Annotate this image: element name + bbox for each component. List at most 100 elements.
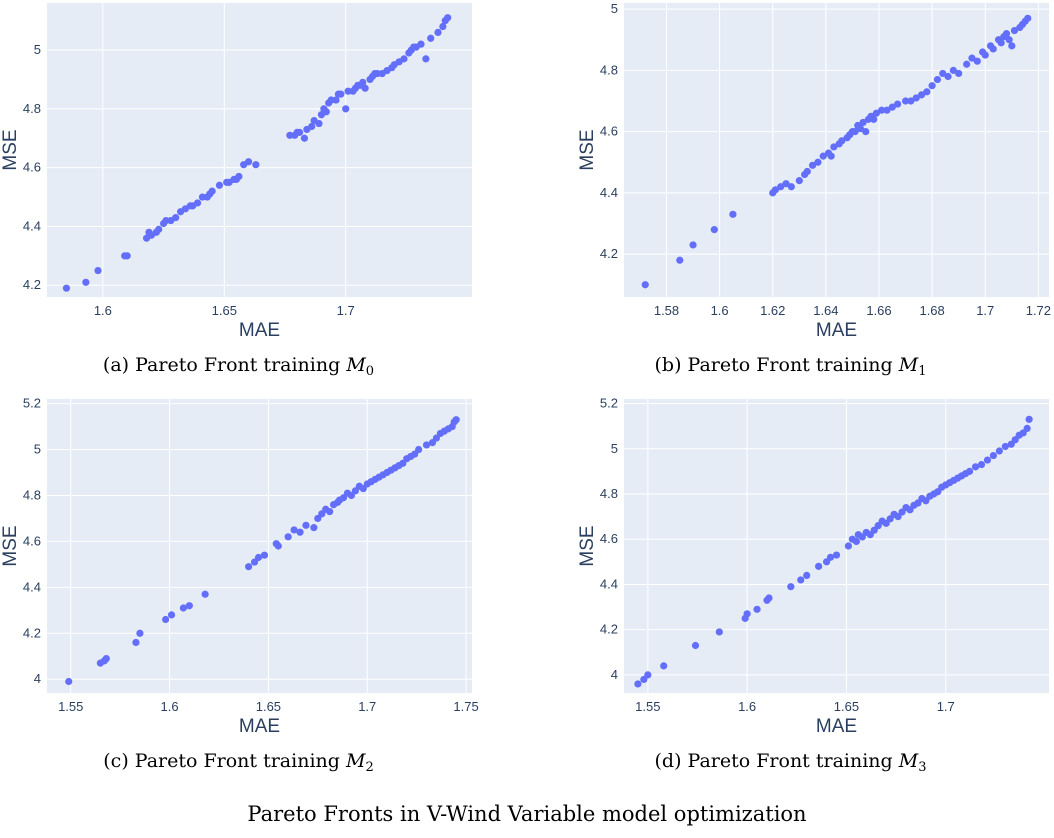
x-tick-label: 1.75 <box>453 699 478 714</box>
data-point <box>753 605 761 613</box>
x-tick-label: 1.6 <box>161 699 179 714</box>
data-point <box>689 241 697 249</box>
data-point <box>729 210 737 218</box>
y-tick-label: 4.6 <box>23 533 41 548</box>
data-point <box>1005 36 1013 44</box>
data-point <box>308 122 316 131</box>
y-tick-label: 4.2 <box>23 277 41 292</box>
data-point <box>676 256 684 264</box>
panel-b: 1.58 1.6 1.62 1.64 1.66 1.68 1.7 1.72 4.2 4.4 4.6 4… <box>527 0 1054 390</box>
data-point <box>422 55 430 63</box>
data-point <box>185 602 193 610</box>
y-tick-label: 4.4 <box>23 218 41 233</box>
data-point <box>710 226 718 234</box>
caption-d: (d) Pareto Front training M3 <box>527 750 1054 775</box>
data-point <box>917 91 926 99</box>
caption-d-prefix: (d) Pareto Front training <box>654 750 899 772</box>
data-point <box>815 562 823 570</box>
y-tick-label: 5.2 <box>23 396 41 411</box>
scatter-chart-c: 1.55 1.6 1.65 1.7 1.75 4 4.2 4.4 4.6 4.8 5 5.2 MAE MS… <box>0 396 479 737</box>
y-tick-label: 5 <box>34 42 41 57</box>
data-point <box>284 533 292 541</box>
data-point <box>777 183 785 191</box>
data-point <box>851 128 859 136</box>
data-point <box>215 181 224 189</box>
y-tick-label: 4 <box>34 671 41 686</box>
data-point <box>136 629 144 637</box>
data-point <box>907 97 915 105</box>
data-point <box>1010 26 1019 35</box>
data-point <box>155 225 163 233</box>
data-point <box>949 66 957 74</box>
data-point <box>983 456 992 464</box>
data-point <box>1002 30 1011 38</box>
caption-a: (a) Pareto Front training M0 <box>0 354 477 379</box>
caption-a-subscript: 0 <box>365 364 375 379</box>
data-point <box>893 100 902 108</box>
data-point <box>856 124 865 133</box>
data-point <box>691 641 700 650</box>
data-point <box>859 118 867 127</box>
caption-a-prefix: (a) Pareto Front training <box>102 354 347 376</box>
data-point <box>634 680 642 688</box>
data-point <box>888 103 896 111</box>
caption-a-model: M <box>346 354 366 376</box>
x-axis-title: MAE <box>816 716 857 737</box>
data-point <box>254 553 263 562</box>
data-point <box>973 57 981 65</box>
scatter-chart-a: 1.6 1.65 1.7 4.2 4.4 4.6 4.8 5 MAE MSE <box>0 3 472 341</box>
panel-c: 1.55 1.6 1.65 1.7 1.75 4 4.2 4.4 4.6 4.8 5 5.2 MAE MS… <box>0 396 527 786</box>
data-point <box>765 594 773 602</box>
data-point <box>1024 14 1032 22</box>
data-point <box>644 671 652 679</box>
x-tick-label: 1.7 <box>976 303 994 318</box>
data-point <box>803 571 811 579</box>
data-point <box>827 152 835 160</box>
data-point <box>65 677 73 686</box>
data-point <box>944 72 952 81</box>
data-point <box>361 84 369 92</box>
y-tick-label: 4.8 <box>600 486 618 501</box>
data-point <box>444 14 452 22</box>
caption-b: (b) Pareto Front training M1 <box>527 354 1054 379</box>
data-point <box>193 199 202 207</box>
y-tick-label: 5 <box>611 1 618 16</box>
y-axis-title: MSE <box>0 525 21 566</box>
data-point <box>310 524 318 532</box>
data-point <box>332 96 340 104</box>
y-tick-label: 5 <box>34 442 41 457</box>
x-tick-label: 1.55 <box>58 699 83 714</box>
data-point <box>787 583 795 591</box>
y-tick-label: 4.6 <box>23 160 41 175</box>
x-tick-label: 1.72 <box>1026 303 1051 318</box>
caption-c-subscript: 2 <box>365 760 374 775</box>
y-tick-label: 4.2 <box>23 625 41 640</box>
data-point <box>989 451 997 460</box>
data-point <box>997 39 1005 47</box>
data-point <box>252 161 260 169</box>
y-tick-label: 4.4 <box>600 576 618 591</box>
data-point <box>872 109 880 117</box>
y-axis-title: MSE <box>577 525 598 566</box>
x-axis-title: MAE <box>239 716 280 737</box>
x-tick-label: 1.58 <box>654 303 679 318</box>
y-axis-title: MSE <box>577 129 598 170</box>
x-tick-label: 1.7 <box>337 303 355 318</box>
y-tick-label: 4.2 <box>600 246 618 261</box>
caption-d-subscript: 3 <box>918 760 927 775</box>
data-point <box>322 108 330 116</box>
data-point <box>787 183 795 191</box>
data-point <box>715 628 723 636</box>
y-tick-label: 5 <box>611 441 618 456</box>
data-point <box>1001 442 1009 451</box>
data-point <box>162 615 170 624</box>
data-point <box>102 654 110 663</box>
data-point <box>963 60 971 68</box>
panel-a: 1.6 1.65 1.7 4.2 4.4 4.6 4.8 5 MAE MSE (a) Pareto… <box>0 0 527 390</box>
x-tick-label: 1.62 <box>760 303 785 318</box>
y-tick-label: 4.8 <box>23 487 41 502</box>
x-tick-label: 1.64 <box>813 303 838 318</box>
data-point <box>878 106 886 114</box>
y-tick-label: 5.2 <box>600 396 618 411</box>
scatter-chart-d: 1.55 1.6 1.65 1.7 4 4.2 4.4 4.6 4.8 5 5.2 MAE MSE <box>577 396 1049 737</box>
